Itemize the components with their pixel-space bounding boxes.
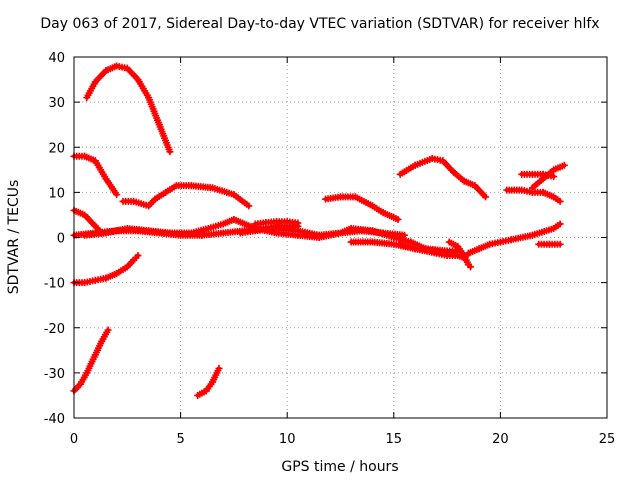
data-point: [467, 263, 475, 271]
data-series-arc-8: [251, 218, 302, 228]
data-point: [556, 220, 564, 228]
data-point: [556, 197, 564, 205]
data-series-arc-3: [119, 182, 253, 210]
data-series-arc-13: [396, 155, 489, 201]
data-point: [400, 231, 408, 239]
data-point: [560, 161, 568, 169]
data-point: [134, 252, 142, 260]
y-tick-label: -30: [44, 367, 65, 382]
data-point: [550, 173, 558, 181]
y-tick-label: 0: [57, 232, 65, 247]
data-series-arc-11: [396, 220, 564, 262]
data-series-arc-18: [70, 252, 142, 287]
x-tick-label: 10: [279, 432, 296, 447]
y-tick-label: -20: [44, 322, 65, 337]
x-axis-label: GPS time / hours: [281, 459, 398, 475]
tick-layer: 0 5 10 15 20 25 -40 -30 -20 -10 0 10 20 30 40: [44, 51, 616, 447]
data-series-arc-17: [535, 240, 564, 248]
x-tick-label: 25: [599, 432, 616, 447]
y-tick-label: 20: [48, 141, 65, 156]
x-tick-label: 5: [176, 432, 184, 447]
data-series-arc-2: [70, 152, 121, 199]
y-tick-label: -10: [44, 277, 65, 292]
data-point: [556, 240, 564, 248]
data-series-arc-16: [528, 161, 568, 192]
y-tick-label: 40: [48, 51, 65, 66]
y-tick-label: 30: [48, 96, 65, 111]
data-point: [104, 326, 112, 334]
y-axis-label: SDTVAR / TECUs: [6, 180, 22, 295]
data-series-arc-12: [445, 238, 475, 271]
data-point: [481, 193, 489, 201]
x-tick-label: 0: [70, 432, 78, 447]
data-point: [294, 219, 302, 227]
data-point: [113, 191, 121, 199]
y-tick-label: -40: [44, 412, 65, 427]
data-point: [394, 215, 402, 223]
data-layer: [70, 62, 568, 399]
data-point: [166, 148, 174, 156]
data-series-arc-14: [503, 186, 564, 205]
x-tick-label: 20: [492, 432, 509, 447]
data-series-arc-1: [83, 62, 174, 156]
chart-title: Day 063 of 2017, Sidereal Day-to-day VTE…: [40, 16, 600, 32]
data-series-arc-20: [194, 364, 223, 399]
data-point: [245, 202, 253, 210]
x-tick-label: 15: [386, 432, 403, 447]
y-tick-label: 10: [48, 186, 65, 201]
data-point: [215, 364, 223, 372]
data-series-arc-9: [322, 193, 402, 223]
data-series-arc-19: [70, 326, 112, 395]
